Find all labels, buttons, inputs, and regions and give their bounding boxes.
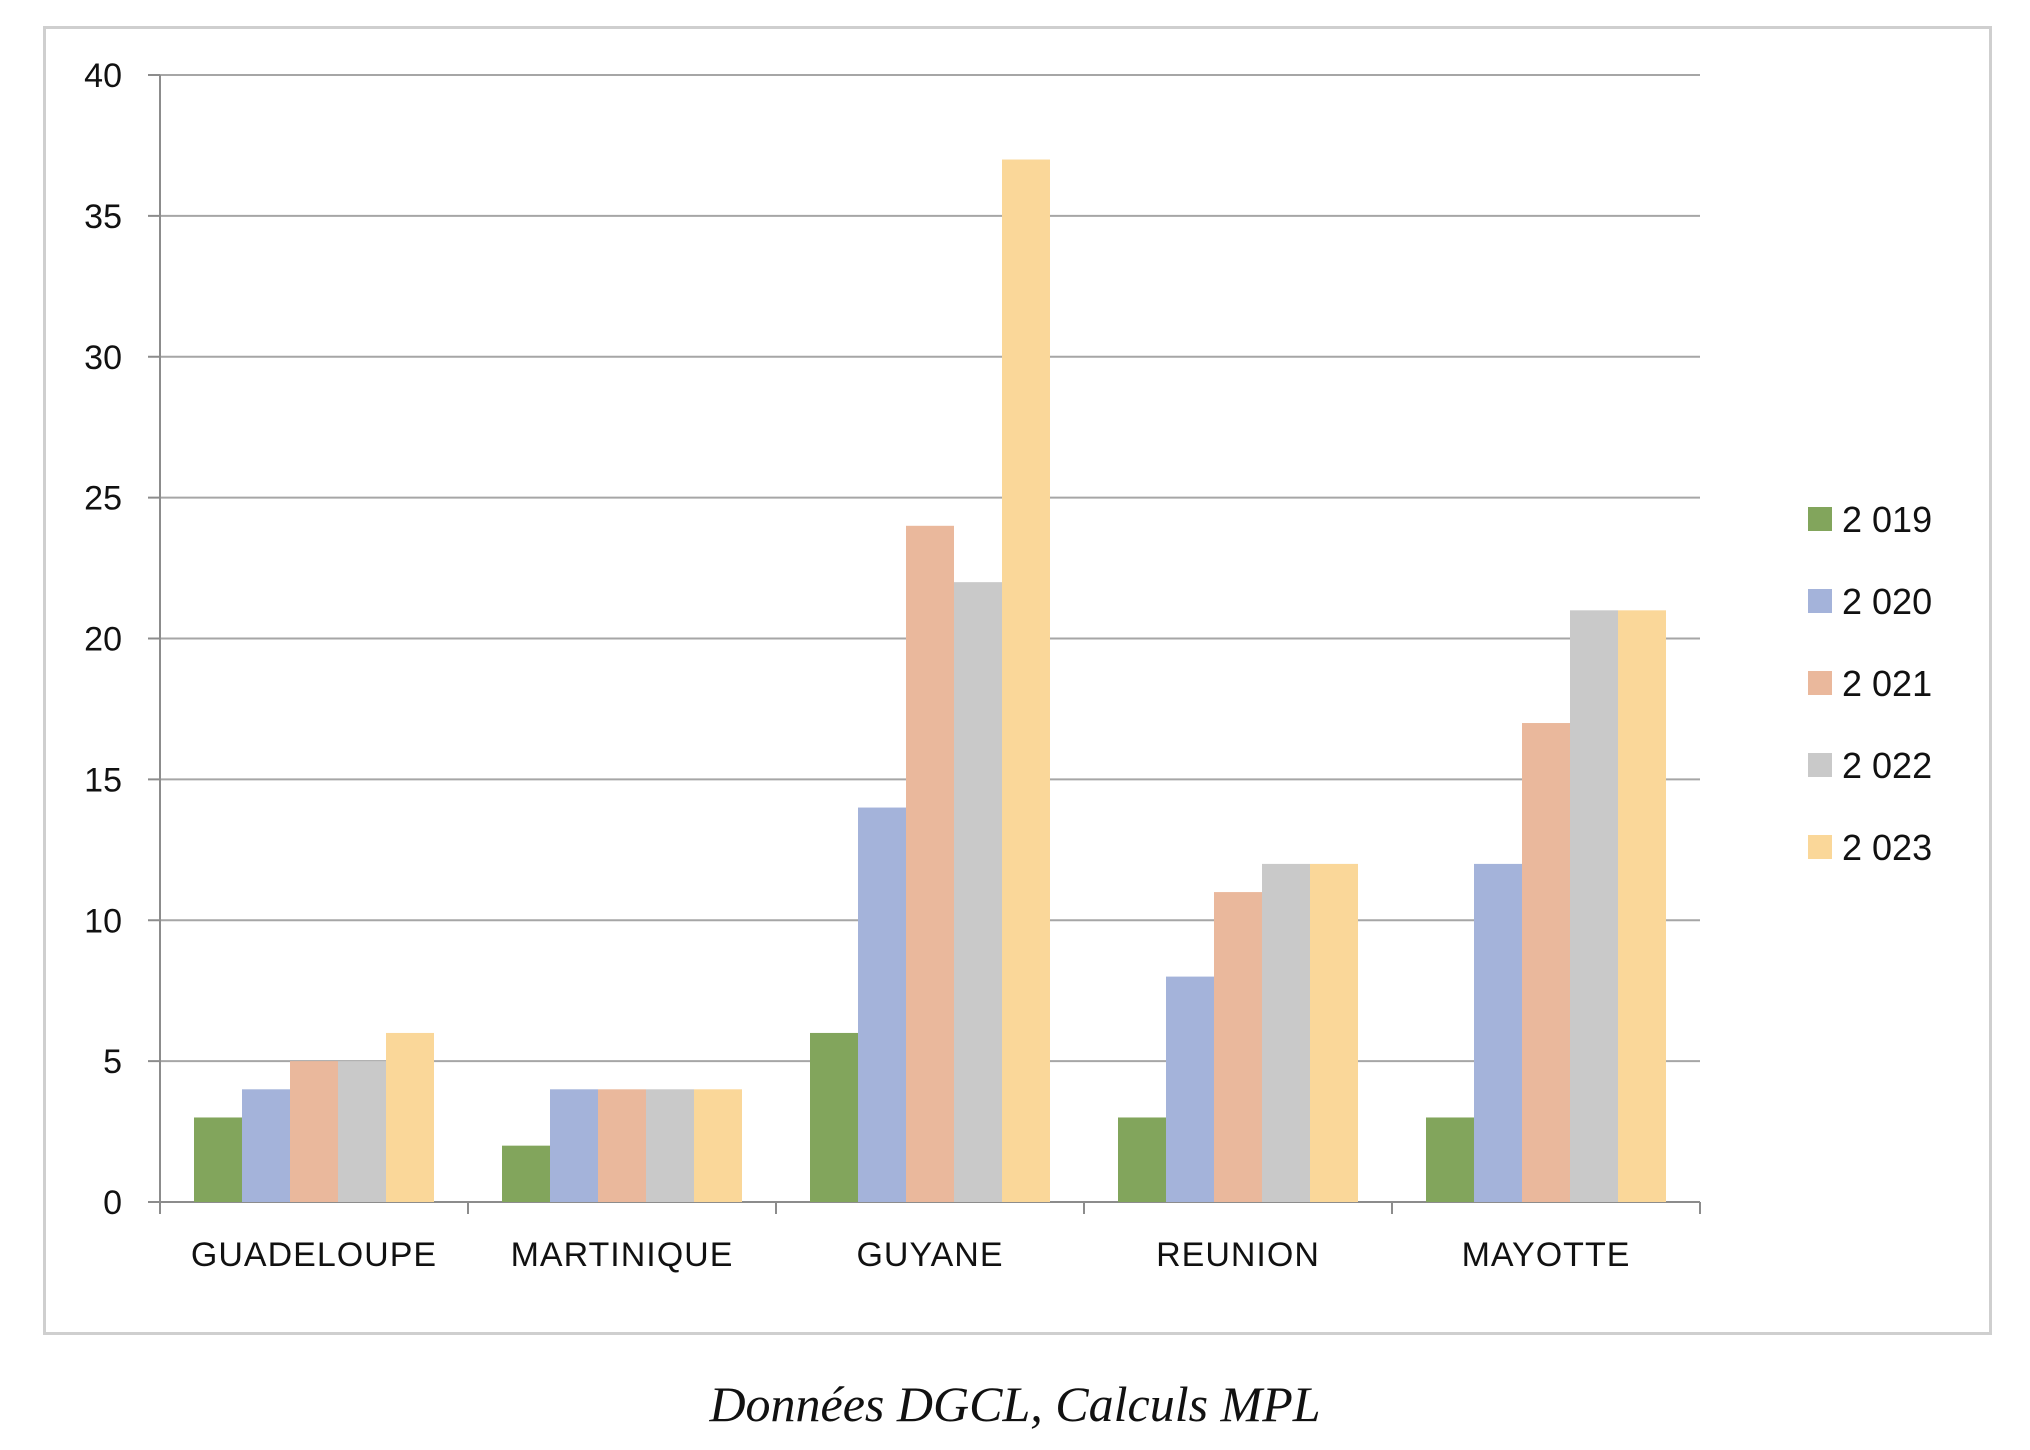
category-label: MARTINIQUE [511,1236,734,1274]
legend-entry: 2 021 [1842,663,1932,704]
bar-guyane-2022 [954,582,1002,1202]
y-tick-label: 20 [84,621,122,659]
y-tick-label: 5 [103,1043,122,1081]
bar-martinique-2022 [646,1089,694,1202]
bar-reunion-2019 [1118,1117,1166,1202]
category-label: GUADELOUPE [191,1236,437,1274]
bar-reunion-2023 [1310,863,1358,1202]
bar-martinique-2019 [502,1145,550,1202]
bar-guadeloupe-2020 [242,1089,290,1202]
y-tick-label: 40 [84,57,122,95]
bar-martinique-2021 [598,1089,646,1202]
legend-entry: 2 023 [1842,827,1932,868]
bar-mayotte-2019 [1426,1117,1474,1202]
legend-entry: 2 022 [1842,745,1932,786]
y-tick-label: 10 [84,902,122,940]
bar-mayotte-2020 [1474,863,1522,1202]
legend-swatch [1808,753,1832,777]
category-label: MAYOTTE [1462,1236,1631,1274]
source-caption: Données DGCL, Calculs MPL [709,1376,1321,1432]
y-tick-label: 25 [84,480,122,518]
bar-martinique-2023 [694,1089,742,1202]
legend-entry: 2 020 [1842,581,1932,622]
bar-martinique-2020 [550,1089,598,1202]
y-tick-label: 30 [84,339,122,377]
legend-entry: 2 019 [1842,499,1932,540]
bar-guyane-2021 [906,525,954,1202]
bar-guyane-2019 [810,1032,858,1202]
bar-guadeloupe-2022 [338,1061,386,1202]
legend-swatch [1808,835,1832,859]
y-tick-label: 35 [84,198,122,236]
bar-guadeloupe-2021 [290,1061,338,1202]
bar-reunion-2021 [1214,892,1262,1202]
bar-mayotte-2021 [1522,723,1570,1202]
y-tick-label: 0 [103,1184,122,1222]
bar-reunion-2022 [1262,863,1310,1202]
bar-mayotte-2022 [1570,610,1618,1202]
legend-swatch [1808,589,1832,613]
bar-mayotte-2023 [1618,610,1666,1202]
bar-chart: 0 5 10 15 20 25 30 35 40 GUADELOUPE MARTINIQUE GUYA… [84,57,1932,1274]
bar-reunion-2020 [1166,976,1214,1202]
legend-swatch [1808,507,1832,531]
category-label: GUYANE [856,1236,1003,1274]
y-tick-label: 15 [84,761,122,799]
bar-guyane-2020 [858,807,906,1202]
category-label: REUNION [1156,1236,1320,1274]
bar-guyane-2023 [1002,159,1050,1202]
bar-guadeloupe-2019 [194,1117,242,1202]
bar-guadeloupe-2023 [386,1032,434,1202]
legend-swatch [1808,671,1832,695]
